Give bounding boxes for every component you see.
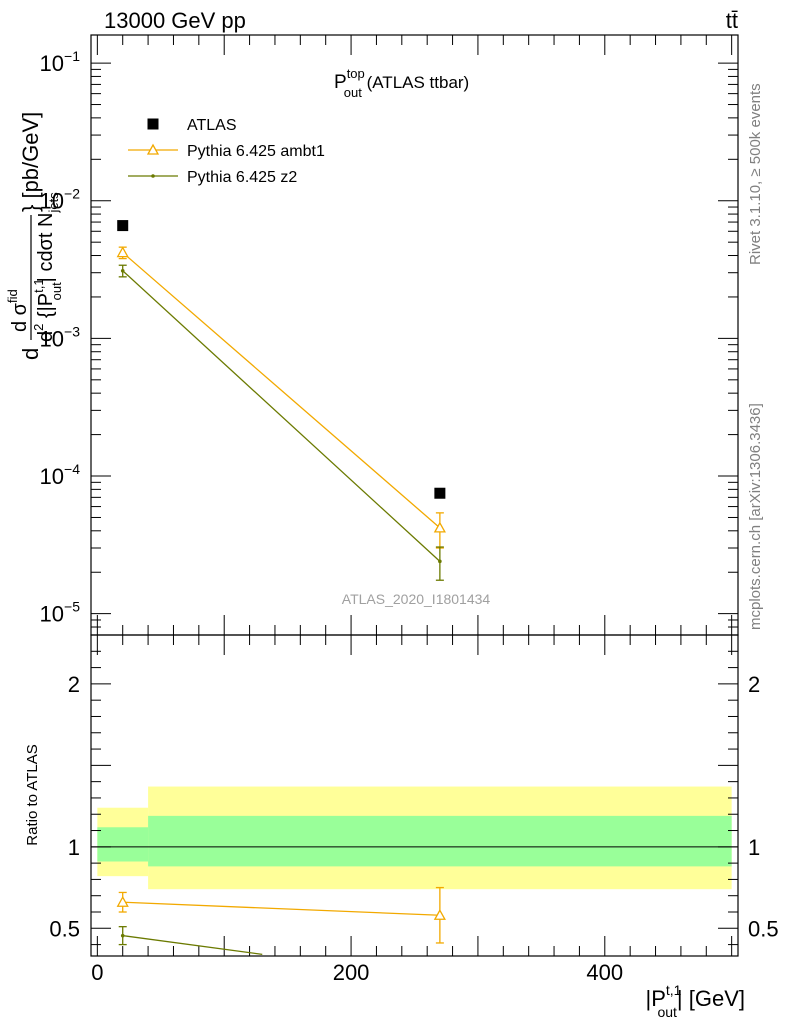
ratio-series-line	[122, 901, 440, 916]
ratio-tick-label: 1	[68, 835, 80, 860]
ratio-y-ticks: 0.5 0.5 1 1 2 2	[49, 650, 779, 946]
ratio-y-axis-label: Ratio to ATLAS	[24, 744, 41, 845]
data-point	[433, 521, 446, 533]
main-y-ticks: 10−1 10−2 10−3 10−4 10−5	[40, 48, 738, 636]
ratio-tick-label-right: 0.5	[748, 916, 779, 941]
y-tick-label: 10−1	[40, 48, 81, 76]
ratio-point	[116, 895, 129, 907]
series-line	[122, 252, 441, 529]
x-tick-label: 400	[586, 960, 623, 985]
series-line	[122, 270, 441, 562]
mcplots-label: mcplots.cern.ch [arXiv:1306.3436]	[747, 403, 764, 630]
header-right-label: tt̄	[726, 8, 738, 33]
analysis-watermark: ATLAS_2020_I1801434	[342, 591, 491, 607]
y-tick-label: 10−3	[40, 323, 81, 351]
legend-label: Pythia 6.425 z2	[187, 169, 297, 186]
legend-marker	[147, 118, 159, 130]
ratio-tick-label: 0.5	[49, 916, 80, 941]
ratio-tick-label: 2	[68, 672, 80, 697]
y-tick-label: 10−2	[40, 186, 81, 214]
data-point	[116, 246, 129, 258]
x-ticks: 0 200 400	[91, 35, 733, 985]
legend-label: ATLAS	[187, 117, 237, 134]
x-tick-label: 0	[91, 960, 103, 985]
ratio-point	[120, 933, 125, 938]
ratio-band-inner	[148, 815, 732, 867]
y-tick-label: 10−5	[40, 599, 81, 627]
ratio-tick-label-right: 2	[748, 672, 760, 697]
ratio-band-inner	[97, 827, 149, 862]
x-axis-label: |Pt,1 out| [GeV]	[645, 982, 745, 1020]
data-point	[120, 268, 125, 273]
ratio-series-line	[122, 934, 263, 956]
legend-label: Pythia 6.425 ambt1	[187, 143, 325, 160]
ratio-series	[116, 886, 446, 956]
ratio-panel-frame	[90, 634, 739, 957]
svg-text:d σfid: d σfid	[5, 289, 31, 332]
legend-marker	[146, 143, 160, 155]
main-y-axis-label: d d σfid d2 {|Pt,1 out| cdσt Njets } [pb/…	[5, 112, 64, 360]
data-point	[117, 220, 129, 232]
data-point	[434, 487, 446, 499]
rivet-label: Rivet 3.1.10, ≥ 500k events	[747, 83, 764, 265]
data-point	[438, 559, 442, 564]
header-left-label: 13000 GeV pp	[104, 8, 246, 33]
ratio-point	[433, 908, 446, 920]
legend-marker	[151, 174, 155, 178]
main-series	[116, 220, 446, 581]
x-tick-label: 200	[333, 960, 370, 985]
svg-text:d: d	[18, 348, 43, 360]
legend: ATLAS Pythia 6.425 ambt1 Pythia 6.425 z2	[128, 117, 325, 186]
ratio-bands	[97, 786, 732, 890]
svg-text:} [pb/GeV]: } [pb/GeV]	[18, 112, 43, 212]
y-tick-label: 10−4	[40, 461, 81, 489]
ratio-tick-label-right: 1	[748, 835, 760, 860]
chart-title: Ptop out (ATLAS ttbar)	[334, 66, 469, 100]
